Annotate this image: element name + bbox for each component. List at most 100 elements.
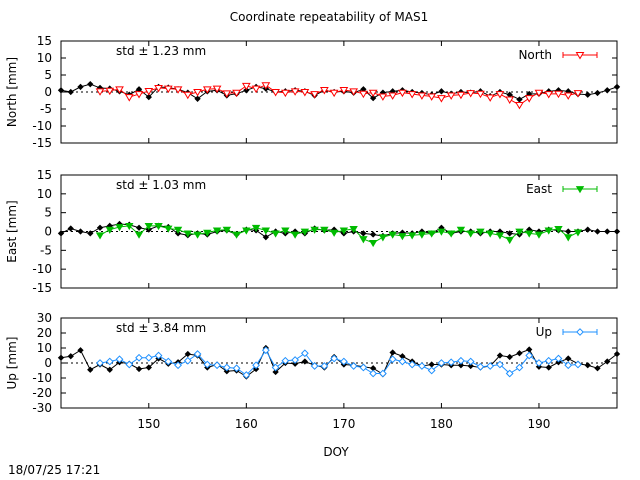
legend-label: Up (536, 325, 552, 339)
data-point (87, 366, 94, 373)
data-point (427, 230, 436, 238)
data-point (251, 224, 261, 233)
data-point (300, 228, 310, 236)
x-tick-label: 170 (332, 417, 355, 431)
data-point (135, 353, 143, 362)
data-point (554, 90, 563, 99)
data-point (398, 89, 407, 98)
data-point (183, 230, 193, 238)
data-point (154, 222, 163, 231)
std-annotation: std ± 3.84 mm (116, 321, 206, 335)
data-point (369, 231, 377, 238)
data-point (438, 88, 445, 95)
data-point (378, 234, 388, 242)
data-point (310, 226, 319, 234)
y-tick-label: 15 (37, 34, 52, 48)
data-point (456, 226, 466, 234)
data-point (329, 229, 339, 237)
data-point (359, 363, 368, 372)
y-axis-label: East [mm] (5, 200, 19, 262)
data-point (418, 362, 426, 370)
data-point (252, 361, 260, 370)
data-point (77, 83, 84, 91)
timestamp: 18/07/25 17:21 (8, 463, 100, 477)
data-point (369, 94, 377, 102)
data-point (222, 226, 232, 234)
data-point (57, 87, 65, 94)
data-point (506, 353, 513, 361)
data-point (125, 222, 134, 231)
data-point (301, 358, 309, 365)
data-point (564, 361, 573, 370)
data-point (261, 82, 271, 90)
data-point (272, 368, 279, 376)
data-point (164, 225, 173, 233)
data-point (154, 84, 163, 93)
legend: East (526, 182, 598, 196)
data-point (329, 89, 339, 98)
data-point (535, 359, 543, 367)
y-tick-label: 30 (37, 311, 52, 325)
data-point (359, 90, 368, 99)
chart-title: Coordinate repeatability of MAS1 (230, 10, 429, 24)
data-point (77, 228, 84, 235)
data-point (281, 356, 290, 365)
y-axis-label: North [mm] (5, 57, 19, 127)
y-tick-label: 0 (44, 225, 52, 239)
y-tick-label: -30 (32, 401, 52, 415)
series-line (60, 223, 617, 238)
legend: Up (536, 325, 598, 339)
data-point (565, 228, 572, 235)
data-point (505, 369, 514, 378)
y-tick-label: 10 (37, 51, 52, 65)
data-point (360, 230, 367, 237)
legend-label: North (518, 48, 552, 62)
data-point (486, 362, 495, 370)
data-point (408, 360, 417, 369)
data-point (222, 90, 232, 98)
legend-marker (576, 328, 584, 336)
data-point (144, 353, 153, 362)
data-point (584, 91, 591, 98)
data-point (134, 91, 144, 99)
data-point (154, 351, 163, 360)
data-point (174, 361, 182, 370)
data-point (427, 93, 437, 101)
data-point (212, 227, 222, 235)
data-point (144, 222, 153, 231)
data-point (427, 366, 436, 375)
data-point (476, 228, 485, 236)
data-point (437, 359, 446, 367)
legend-marker (575, 186, 585, 194)
data-point (485, 230, 495, 238)
data-point (87, 230, 94, 237)
data-point (516, 350, 523, 357)
data-point (280, 89, 290, 98)
data-point (310, 91, 319, 99)
legend-label: East (526, 182, 552, 196)
data-point (310, 362, 319, 370)
data-point (378, 369, 387, 378)
data-point (135, 365, 143, 373)
data-point (173, 226, 183, 234)
data-point (467, 362, 474, 370)
x-tick-label: 150 (137, 417, 160, 431)
data-point (106, 366, 113, 373)
data-point (545, 364, 552, 371)
data-point (115, 224, 124, 232)
data-point (573, 90, 583, 98)
data-point (115, 355, 124, 364)
data-point (134, 231, 144, 239)
data-point (476, 90, 485, 99)
data-point (135, 224, 143, 231)
data-point (242, 227, 251, 235)
data-point (584, 226, 591, 233)
data-point (232, 89, 241, 98)
data-point (534, 89, 544, 98)
data-point (124, 94, 134, 102)
data-point (261, 227, 271, 235)
y-tick-label: 5 (44, 206, 52, 220)
data-point (300, 89, 310, 97)
data-point (565, 355, 572, 362)
data-point (457, 362, 465, 369)
